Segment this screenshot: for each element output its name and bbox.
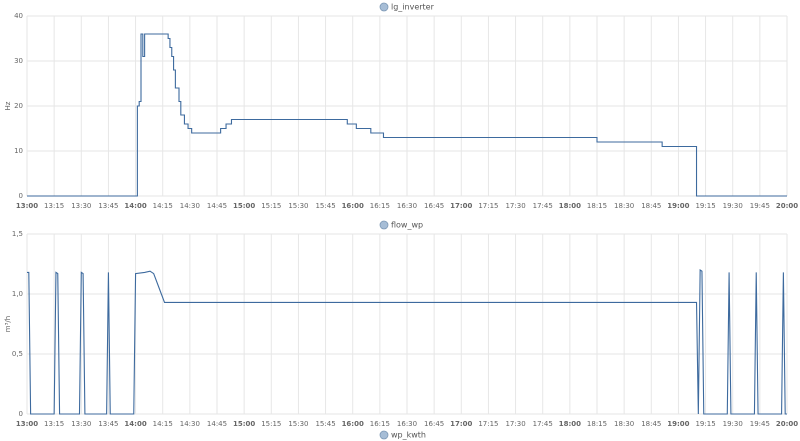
x-tick-label: 13:45 [98,420,118,428]
x-tick-label: 15:15 [261,420,281,428]
x-tick-label: 20:00 [776,202,798,210]
x-tick-label: 16:30 [397,420,417,428]
x-tick-label: 19:15 [695,420,715,428]
x-tick-label: 16:15 [370,202,390,210]
x-tick-label: 15:30 [288,420,308,428]
x-tick-label: 19:00 [667,420,689,428]
y-tick-label: 0,5 [12,350,23,358]
x-tick-label: 16:00 [342,420,364,428]
y-axis-label: Hz [4,101,12,110]
x-tick-label: 16:15 [370,420,390,428]
x-tick-label: 15:15 [261,202,281,210]
x-tick-label: 16:45 [424,420,444,428]
x-tick-label: 19:45 [750,202,770,210]
x-tick-label: 17:30 [505,420,525,428]
x-tick-label: 13:00 [16,202,38,210]
x-tick-label: 14:45 [207,202,227,210]
x-tick-label: 16:00 [342,202,364,210]
x-tick-label: 14:30 [180,420,200,428]
y-tick-label: 20 [14,102,23,110]
x-tick-label: 13:30 [71,420,91,428]
x-tick-label: 16:30 [397,202,417,210]
y-tick-label: 30 [14,57,23,65]
legend-label[interactable]: wp_kwth [391,431,426,440]
x-tick-label: 18:15 [587,202,607,210]
x-tick-label: 13:15 [44,202,64,210]
x-tick-label: 18:45 [641,202,661,210]
x-tick-label: 14:00 [124,420,146,428]
y-axis-label: m³/h [4,316,12,332]
x-tick-label: 17:15 [478,420,498,428]
x-tick-label: 13:45 [98,202,118,210]
x-tick-label: 19:30 [723,420,743,428]
x-tick-label: 18:15 [587,420,607,428]
x-tick-label: 17:00 [450,420,472,428]
x-tick-label: 15:45 [315,202,335,210]
x-tick-label: 14:15 [153,420,173,428]
x-tick-label: 13:15 [44,420,64,428]
x-tick-label: 17:30 [505,202,525,210]
y-tick-label: 1,5 [12,230,23,238]
y-tick-label: 0 [19,192,23,200]
x-tick-label: 13:30 [71,202,91,210]
x-tick-label: 14:15 [153,202,173,210]
x-tick-label: 18:30 [614,420,634,428]
y-tick-label: 10 [14,147,23,155]
x-tick-label: 19:45 [750,420,770,428]
legend-label[interactable]: lg_inverter [391,3,435,12]
x-tick-label: 13:00 [16,420,38,428]
x-tick-label: 15:30 [288,202,308,210]
x-tick-label: 14:00 [124,202,146,210]
x-tick-label: 14:45 [207,420,227,428]
x-tick-label: 19:00 [667,202,689,210]
x-tick-label: 17:45 [533,202,553,210]
legend-marker[interactable] [379,2,389,12]
x-tick-label: 15:00 [233,202,255,210]
x-tick-label: 19:15 [695,202,715,210]
x-tick-label: 15:00 [233,420,255,428]
x-tick-label: 17:00 [450,202,472,210]
x-tick-label: 18:00 [559,420,581,428]
legend-label[interactable]: flow_wp [391,221,423,230]
data-line [27,33,787,197]
legend-marker[interactable] [379,430,389,440]
x-tick-label: 15:45 [315,420,335,428]
y-tick-label: 40 [14,12,23,20]
x-tick-label: 19:30 [723,202,743,210]
y-tick-label: 0 [19,410,23,418]
x-tick-label: 18:30 [614,202,634,210]
x-tick-label: 18:45 [641,420,661,428]
x-tick-label: 18:00 [559,202,581,210]
y-tick-label: 1,0 [12,290,23,298]
data-line [27,268,787,415]
legend-marker[interactable] [379,220,389,230]
x-tick-label: 17:15 [478,202,498,210]
x-tick-label: 16:45 [424,202,444,210]
x-tick-label: 17:45 [533,420,553,428]
x-tick-label: 14:30 [180,202,200,210]
x-tick-label: 20:00 [776,420,798,428]
